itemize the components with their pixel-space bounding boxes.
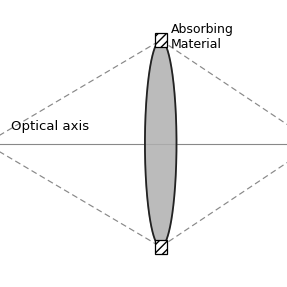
Bar <box>155 33 167 47</box>
Bar <box>155 240 167 254</box>
Text: Absorbing
Material: Absorbing Material <box>171 23 234 51</box>
Polygon shape <box>145 40 177 247</box>
Text: Optical axis: Optical axis <box>11 121 90 133</box>
